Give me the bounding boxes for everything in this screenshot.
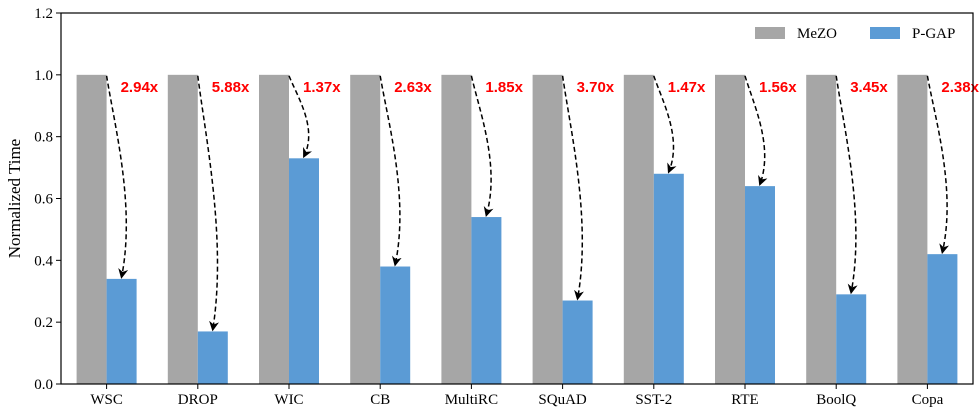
legend-swatch [870, 27, 900, 39]
bar-mezo [259, 74, 289, 384]
legend-label: P-GAP [912, 26, 955, 42]
speedup-arrow [288, 75, 313, 159]
speedup-label: 3.70x [577, 79, 615, 96]
bars-layer [76, 74, 958, 384]
x-tick-label: Copa [912, 392, 944, 408]
legend: MeZO P-GAP [755, 26, 955, 42]
speedup-label: 3.45x [850, 79, 888, 96]
x-tick-label: SQuAD [538, 392, 587, 408]
speedup-arrow [653, 75, 677, 174]
bar-pgap [927, 254, 958, 384]
x-tick-label: WIC [274, 392, 303, 408]
bar-mezo [76, 74, 107, 384]
bar-pgap [471, 217, 502, 384]
bar-mezo [441, 74, 472, 384]
bar-pgap [562, 300, 593, 384]
bar-pgap [106, 278, 137, 384]
bar-pgap [745, 186, 775, 384]
legend-label: MeZO [797, 26, 837, 42]
speedup-arrow [561, 75, 584, 301]
speedup-arrow [470, 75, 494, 217]
speedup-arrow [379, 75, 402, 267]
speedup-label: 5.88x [212, 79, 250, 96]
bar-mezo [350, 74, 381, 384]
speedup-label: 1.47x [668, 79, 706, 96]
arrows-layer: 2.94x 5.88x 1.37x 2.63x 1.85x 3.70x 1.47x 1.56x… [105, 75, 980, 332]
bar-pgap [289, 158, 319, 384]
x-tick-label: CB [370, 392, 390, 408]
speedup-arrow [926, 75, 950, 255]
x-tick-label: RTE [731, 392, 758, 408]
bar-mezo [715, 74, 745, 384]
y-axis: 0.0 0.2 0.4 0.6 0.8 1.0 1.2 [34, 6, 61, 393]
bar-pgap [653, 173, 684, 384]
y-tick-label: 0.6 [34, 192, 53, 208]
speedup-label: 1.85x [485, 79, 523, 96]
x-tick-label: MultiRC [445, 392, 498, 408]
x-tick-label: WSC [90, 392, 123, 408]
x-axis: WSC DROP WIC CB MultiRC SQuAD SST-2 RTE BoolQ Cop… [90, 384, 944, 408]
bar-mezo [167, 74, 198, 384]
bar-pgap [380, 266, 411, 384]
y-tick-label: 1.0 [34, 68, 53, 84]
x-tick-label: DROP [178, 392, 218, 408]
speedup-label: 1.37x [303, 79, 341, 96]
y-tick-label: 0.4 [34, 253, 53, 269]
speedup-arrow [744, 75, 768, 187]
legend-swatch [755, 27, 785, 39]
speedup-arrow [105, 75, 129, 279]
speedup-arrow [197, 75, 219, 332]
bar-mezo [623, 74, 654, 384]
speedup-label: 1.56x [759, 79, 797, 96]
x-tick-label: SST-2 [635, 392, 672, 408]
bar-mezo [806, 74, 837, 384]
y-tick-label: 0.0 [34, 377, 53, 393]
x-tick-label: BoolQ [816, 392, 856, 408]
speedup-arrow [835, 75, 858, 295]
bar-pgap [836, 294, 867, 384]
y-tick-label: 0.8 [34, 130, 53, 146]
y-tick-label: 0.2 [34, 315, 53, 331]
speedup-label: 2.63x [394, 79, 432, 96]
bar-mezo [897, 74, 928, 384]
bar-mezo [532, 74, 563, 384]
y-tick-label: 1.2 [34, 6, 53, 22]
bar-pgap [197, 331, 228, 384]
y-axis-title: Normalized Time [5, 139, 24, 258]
speedup-label: 2.94x [121, 79, 159, 96]
speedup-label: 2.38x [941, 79, 979, 96]
